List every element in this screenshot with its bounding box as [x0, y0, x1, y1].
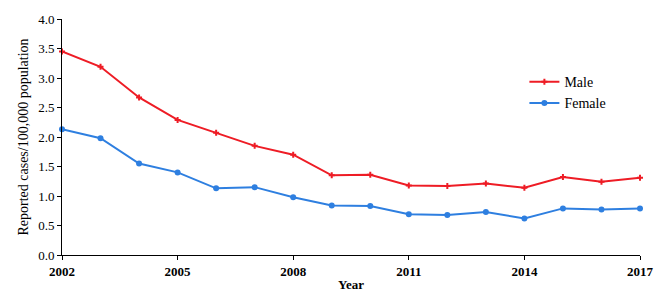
- svg-text:2.0: 2.0: [38, 130, 54, 145]
- svg-text:0.5: 0.5: [38, 218, 54, 233]
- svg-text:3.5: 3.5: [38, 41, 54, 56]
- svg-text:2.5: 2.5: [38, 100, 54, 115]
- svg-text:0.0: 0.0: [38, 248, 54, 263]
- svg-text:2002: 2002: [49, 264, 75, 279]
- svg-text:3.0: 3.0: [38, 71, 54, 86]
- svg-text:2005: 2005: [165, 264, 192, 279]
- svg-text:1.5: 1.5: [38, 159, 54, 174]
- svg-text:2008: 2008: [280, 264, 307, 279]
- svg-text:2017: 2017: [627, 264, 654, 279]
- svg-text:Year: Year: [338, 277, 364, 292]
- svg-text:4.0: 4.0: [38, 12, 54, 27]
- svg-text:2014: 2014: [511, 264, 538, 279]
- svg-text:2011: 2011: [396, 264, 421, 279]
- svg-text:Female: Female: [564, 96, 605, 111]
- svg-text:Male: Male: [564, 75, 593, 90]
- svg-text:1.0: 1.0: [38, 189, 54, 204]
- svg-text:Reported cases/100,000 populat: Reported cases/100,000 population: [16, 38, 31, 235]
